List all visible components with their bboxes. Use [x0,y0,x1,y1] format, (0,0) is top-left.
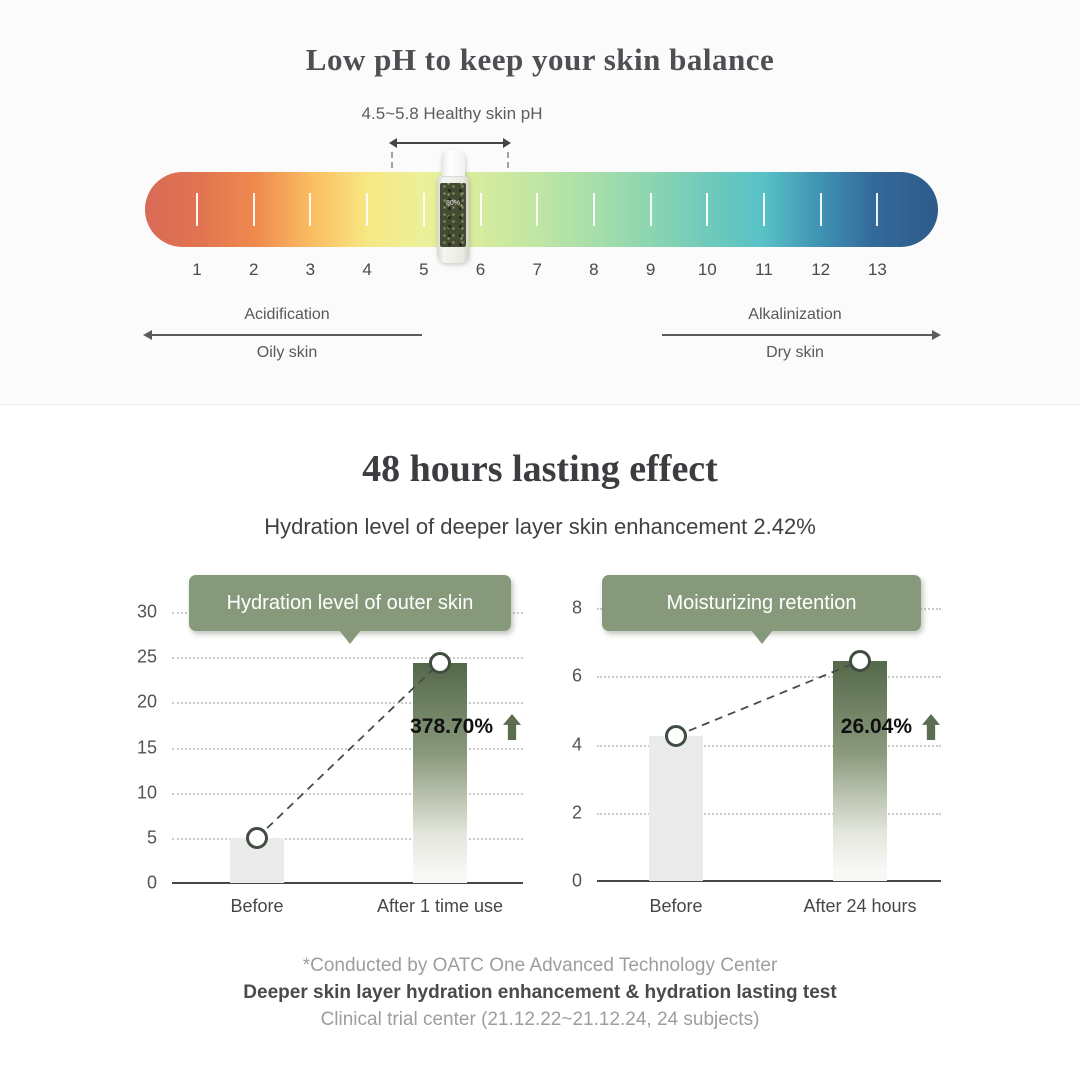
ph-number-label: 3 [305,260,316,279]
oily-skin-label: Oily skin [256,344,318,361]
ph-tick-mark [819,193,822,226]
percent-change-label: 378.70% [410,715,493,738]
x-category-label: Before [649,896,703,916]
ph-tick-mark [479,193,482,226]
ph-number-label: 9 [645,260,656,279]
alkalinization-label: Alkalinization [748,306,842,323]
chart-title-box: Hydration level of outer skin [189,575,511,644]
percent-change: 378.70% [410,714,521,740]
ph-number-label: 5 [419,260,429,279]
bottle-label: 80% [445,200,460,207]
ph-number-label: 7 [532,260,542,279]
marker-circle [246,826,268,849]
increase-up-arrow-icon [922,714,940,740]
bar-before [649,735,703,881]
ph-number-label: 1 [192,260,202,279]
ph-tick-mark [366,193,369,226]
healthy-ph-range-label: 4.5~5.8 Healthy skin pH [361,104,543,123]
ph-balance-section: Low pH to keep your skin balance 4.5~5.8… [0,0,1080,405]
ph-number-label: 6 [475,260,486,279]
ph-tick-mark [196,193,198,226]
chart-title-pointer-icon [751,630,773,644]
footnote-conducted-by: *Conducted by OATC One Advanced Technolo… [302,955,778,976]
bottle-body: 80% [437,176,469,263]
x-category-label: After 1 time use [376,896,504,916]
ph-section-title: Low pH to keep your skin balance [305,42,775,77]
ph-number-label: 13 [867,260,887,279]
marker-circle [849,649,871,672]
percent-change-label: 26.04% [840,715,912,738]
lasting-effect-subtitle: Hydration level of deeper layer skin enh… [264,514,816,539]
percent-change: 26.04% [841,714,940,740]
footnote-trial-info: Clinical trial center (21.12.22~21.12.24… [320,1009,760,1030]
y-axis-tick-label: 25 [136,646,157,667]
bar-after [833,660,887,881]
y-axis-tick-label: 10 [136,782,157,803]
acidification-label: Acidification [244,306,330,323]
ph-tick-mark [763,193,765,226]
ph-tick-mark [252,193,255,226]
gridline [172,837,523,840]
gridline [597,812,941,815]
ph-number-label: 10 [697,260,717,279]
gridline [172,657,523,660]
increase-up-arrow-icon [503,714,521,740]
ph-gradient-scale [145,172,938,247]
footnote-test-name: Deeper skin layer hydration enhancement … [243,982,837,1003]
ph-number-label: 2 [248,260,259,279]
gridline [597,744,941,747]
marker-circle [429,651,451,674]
ph-tick-mark [706,193,709,226]
gridline [172,702,523,705]
healthy-range-double-arrow-icon [389,138,511,148]
lasting-effect-title: 48 hours lasting effect [362,448,718,490]
x-axis-baseline [172,882,523,884]
bar-after [413,662,467,883]
gridline [172,792,523,795]
ph-tick-mark [536,193,539,226]
ph-tick-mark [309,193,312,226]
y-axis-tick-label: 6 [571,665,582,686]
x-axis-baseline [597,880,941,882]
y-axis-tick-label: 20 [136,691,157,712]
x-category-label: Before [230,896,284,916]
ph-number-label: 11 [755,260,773,279]
chart-title-box: Moisturizing retention [602,575,921,644]
gridline [172,747,523,750]
y-axis-tick-label: 2 [571,802,582,823]
ph-tick-mark [422,193,425,226]
marker-circle [665,724,687,747]
ph-number-label: 8 [589,260,599,279]
bottle-botanical-content [440,183,466,247]
acidification-arrow-icon [143,330,422,340]
y-axis-tick-label: 30 [136,601,157,622]
x-category-label: After 24 hours [803,896,917,916]
y-axis-tick-label: 8 [571,597,582,618]
bottle-cap [441,150,465,177]
y-axis-tick-label: 15 [136,737,157,757]
ph-number-label: 12 [811,260,831,279]
y-axis-tick-label: 0 [146,872,157,893]
y-axis-tick-label: 4 [571,734,582,754]
product-bottle: 80% [437,150,469,263]
y-axis-tick-label: 5 [146,827,157,848]
y-axis-tick-label: 0 [571,870,582,891]
ph-number-label: 4 [362,260,372,279]
chart-title-pointer-icon [339,630,361,644]
ph-tick-mark [592,193,595,226]
dry-skin-label: Dry skin [766,344,824,361]
ph-tick-mark [649,193,652,226]
ph-tick-mark [876,193,879,226]
gridline [597,676,941,679]
alkalinization-arrow-icon [662,330,941,340]
